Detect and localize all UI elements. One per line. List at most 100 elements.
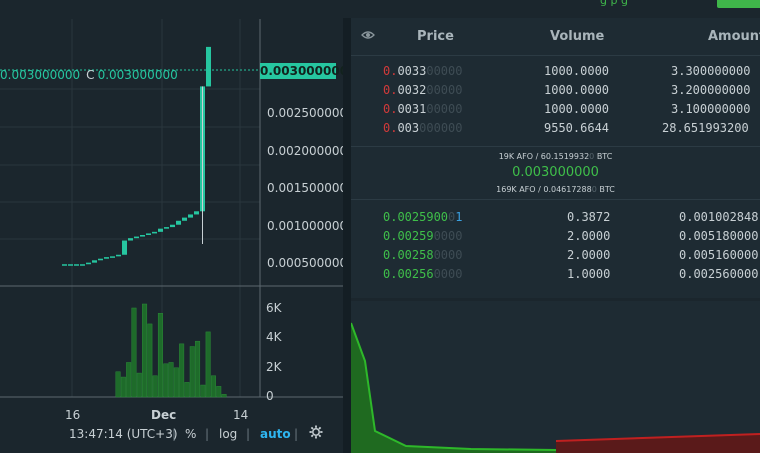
candle	[206, 46, 211, 87]
ask-row[interactable]: 0.003100000 1000.0000 3.100000000	[351, 100, 760, 119]
candle	[146, 233, 151, 235]
candle	[194, 211, 199, 215]
ask-total-dim: 0	[589, 152, 595, 161]
volume-bar	[200, 384, 206, 398]
bid-price-dim: 0000	[433, 267, 463, 281]
ask-row[interactable]: 0.003000000 9550.6644 28.651993200	[351, 119, 760, 138]
volume-bar	[136, 372, 142, 398]
chart-clock: 13:47:14 (UTC+3)	[69, 427, 178, 441]
ask-price: 0033	[397, 64, 427, 78]
ask-total-unit: BTC	[596, 152, 613, 161]
volume-bar	[142, 303, 148, 398]
ask-volume: 1000.0000	[544, 83, 610, 97]
ohlc-legend: 0.003000000 C 0.003000000	[0, 68, 178, 82]
y-axis-label: 0.001000000	[267, 219, 348, 233]
order-book-header: Price Volume Amount	[351, 18, 760, 56]
ask-price-tail: 00000	[426, 64, 463, 78]
volume-bar	[126, 362, 132, 398]
bid-price-dim: 0	[448, 210, 456, 224]
bid-price-highlight: 1	[455, 210, 463, 224]
candle	[128, 238, 133, 241]
depth-chart[interactable]	[350, 301, 760, 453]
bid-total-text: 169K AFO / 0.04617288	[496, 185, 592, 194]
ask-depth-area	[556, 434, 760, 453]
ask-total-text: 19K AFO / 60.1519932	[498, 152, 590, 161]
price-column-header[interactable]: Price	[417, 29, 454, 44]
ask-amount: 3.100000000	[671, 102, 751, 116]
ask-price-tail: 00000	[426, 83, 463, 97]
candle	[98, 258, 103, 261]
bid-amount: 0.002560000	[679, 267, 759, 281]
bid-depth-line	[350, 322, 557, 451]
eye-icon[interactable]	[361, 30, 375, 40]
y-axis-label: 0.002000000	[267, 144, 348, 158]
toolbar-separator: |	[246, 427, 251, 441]
candle	[152, 231, 157, 234]
legend-value-left: 0.003000000	[0, 68, 81, 82]
bid-price-dim: 0000	[433, 248, 463, 262]
candle	[134, 236, 139, 239]
bid-price: 0.0025900	[383, 210, 449, 224]
candle	[110, 256, 115, 258]
spread-summary: 19K AFO / 60.15199320 BTC 0.003000000 16…	[351, 146, 760, 200]
ask-price: 0031	[397, 102, 427, 116]
bid-price: 0.00256	[383, 267, 434, 281]
legend-close-letter: C	[86, 68, 95, 82]
order-book: Price Volume Amount 0.003300000 1000.000…	[351, 18, 760, 298]
bid-price: 0.00258	[383, 248, 434, 262]
candle	[86, 262, 91, 265]
top-action-button[interactable]	[717, 0, 760, 8]
bid-volume: 1.0000	[567, 267, 611, 281]
percent-scale-toggle[interactable]: %	[185, 427, 197, 441]
volume-bar	[195, 340, 201, 398]
ask-row[interactable]: 0.003300000 1000.0000 3.300000000	[351, 62, 760, 81]
volume-bar	[173, 367, 179, 398]
volume-axis-label: 0	[266, 389, 274, 403]
ask-price: 0032	[397, 83, 427, 97]
volume-axis-label: 2K	[266, 360, 282, 374]
volume-bar	[131, 307, 137, 398]
bid-row[interactable]: 0.002580000 2.0000 0.005160000	[351, 246, 760, 265]
gear-icon[interactable]	[309, 425, 323, 442]
bid-total-info: 169K AFO / 0.046172880 BTC	[351, 185, 760, 194]
log-scale-toggle[interactable]: log	[219, 427, 238, 441]
bid-row[interactable]: 0.002590001 0.3872 0.001002848	[351, 208, 760, 227]
volume-bar	[147, 323, 153, 398]
volume-bar	[115, 371, 121, 398]
candle	[182, 217, 187, 221]
price-chart-panel[interactable]: 0.003000000 C 0.003000000 0.003000000 0.00…	[0, 19, 348, 453]
auto-scale-toggle[interactable]: auto	[260, 427, 291, 441]
candle	[74, 264, 79, 266]
bid-price-dim: 0000	[433, 229, 463, 243]
volume-bar	[163, 363, 169, 398]
bid-amount: 0.001002848	[679, 210, 759, 224]
ask-amount: 28.651993200	[662, 121, 749, 135]
candle	[176, 220, 181, 225]
candle	[170, 224, 175, 228]
bid-volume: 2.0000	[567, 248, 611, 262]
volume-bar	[179, 343, 185, 398]
volume-axis-label: 4K	[266, 330, 282, 344]
volume-bar	[205, 331, 211, 398]
candle	[164, 227, 169, 229]
bid-total-dim: 0	[591, 185, 597, 194]
volume-bar	[168, 362, 174, 398]
volume-bar	[184, 382, 190, 398]
bid-amount: 0.005160000	[679, 248, 759, 262]
volume-column-header[interactable]: Volume	[550, 29, 605, 44]
y-axis-label: 0.000500000	[267, 256, 348, 270]
candle	[62, 264, 67, 266]
ask-total-info: 19K AFO / 60.15199320 BTC	[351, 152, 760, 161]
bid-price: 0.00259	[383, 229, 434, 243]
bid-row[interactable]: 0.002560000 1.0000 0.002560000	[351, 265, 760, 284]
ask-row[interactable]: 0.003200000 1000.0000 3.200000000	[351, 81, 760, 100]
ask-price-lead: 0.	[383, 121, 398, 135]
amount-column-header[interactable]: Amount	[708, 29, 760, 44]
candlestick-chart[interactable]	[0, 19, 343, 453]
chart-toolbar: 13:47:14 (UTC+3) | % | log | auto |	[0, 423, 343, 445]
top-link[interactable]: g p g	[600, 0, 628, 7]
volume-bar	[210, 375, 216, 398]
bid-row[interactable]: 0.002590000 2.0000 0.005180000	[351, 227, 760, 246]
candle	[116, 254, 121, 257]
ask-price: 003	[397, 121, 420, 135]
